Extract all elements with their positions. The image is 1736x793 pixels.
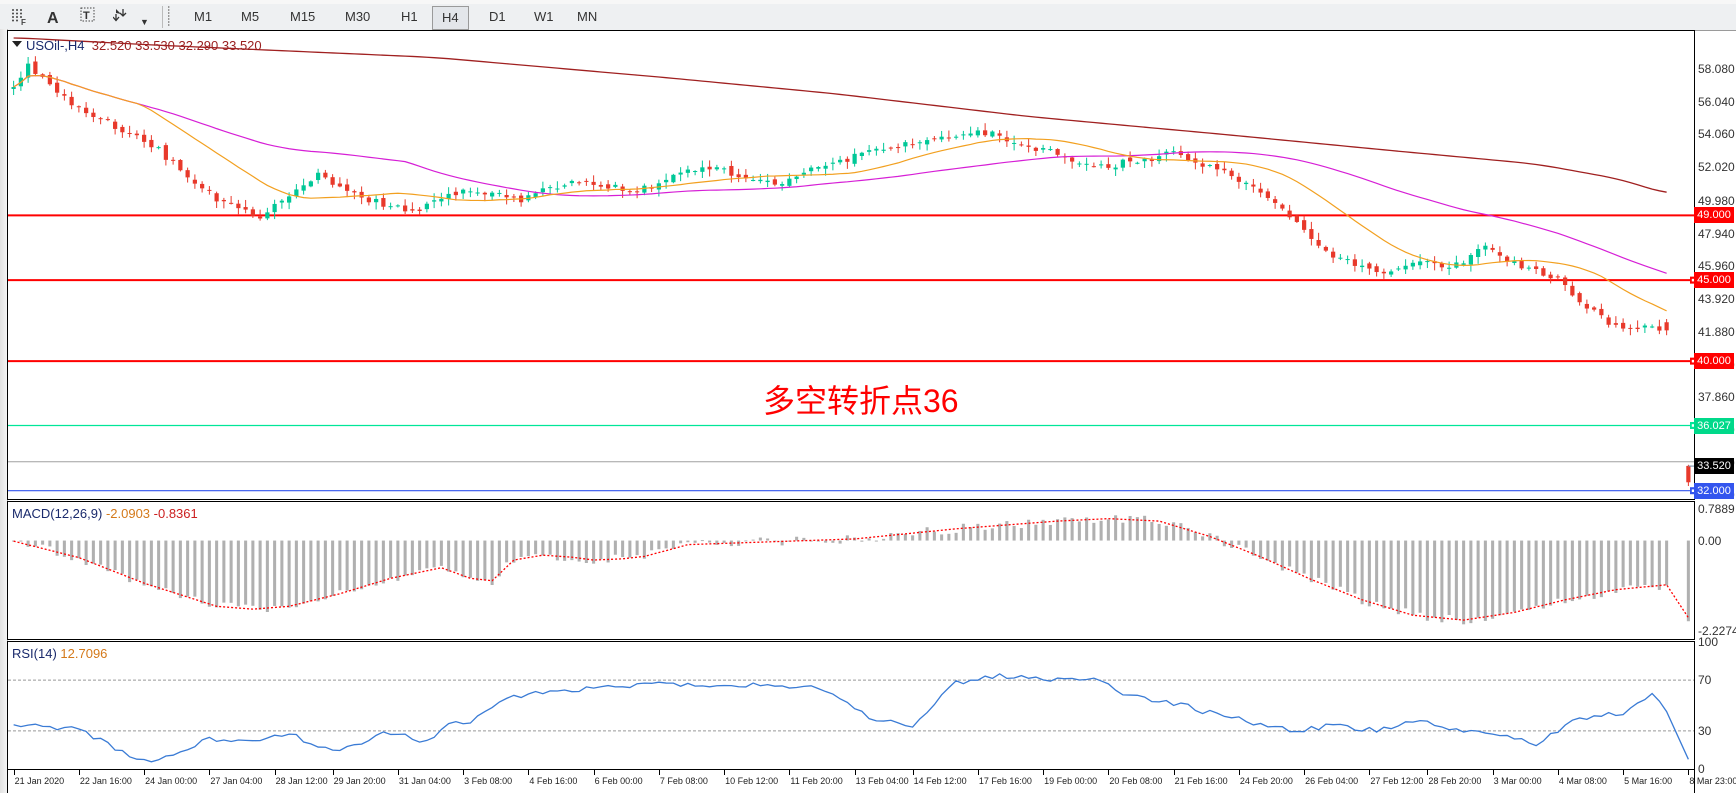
svg-text:A: A xyxy=(47,10,59,27)
svg-text:T: T xyxy=(83,10,90,22)
svg-text:F: F xyxy=(21,18,26,27)
